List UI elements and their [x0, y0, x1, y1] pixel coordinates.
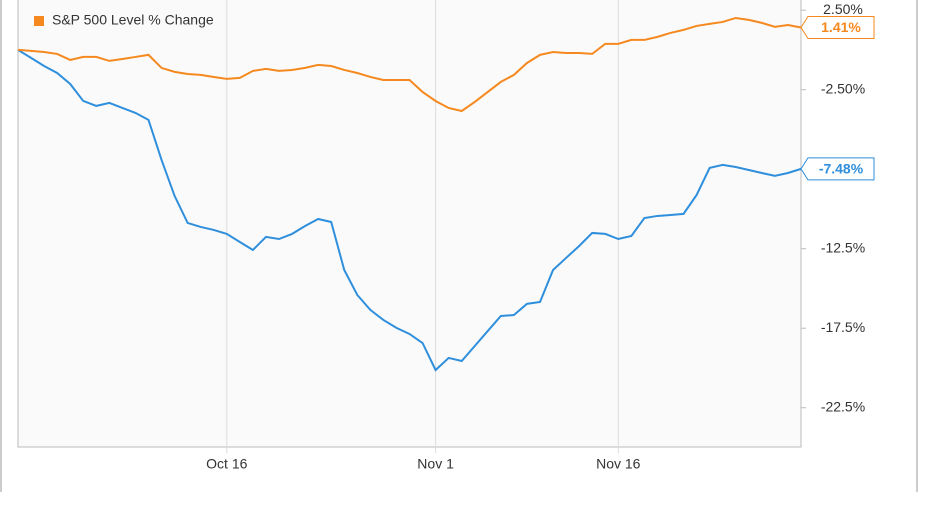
plot-area	[17, 0, 802, 448]
y-tick-label: -12.5%	[821, 239, 865, 255]
end-label: 1.41%	[821, 19, 861, 35]
x-tick-label: Nov 1	[417, 456, 454, 472]
series-line	[17, 49, 802, 372]
y-tick-label: 2.50%	[823, 1, 863, 17]
legend-swatch	[34, 16, 44, 26]
y-tick-label: -2.50%	[821, 80, 865, 96]
x-tick-label: Oct 16	[206, 456, 247, 472]
end-label-box	[800, 16, 875, 40]
legend-label: S&P 500 Level % Change	[52, 12, 214, 28]
y-tick-label: -17.5%	[821, 319, 865, 335]
y-tick-label: -22.5%	[821, 398, 865, 414]
series-line	[17, 16, 802, 113]
x-tick-label: Nov 16	[596, 456, 641, 472]
end-label: -7.48%	[819, 161, 864, 177]
end-label-box	[800, 157, 875, 181]
